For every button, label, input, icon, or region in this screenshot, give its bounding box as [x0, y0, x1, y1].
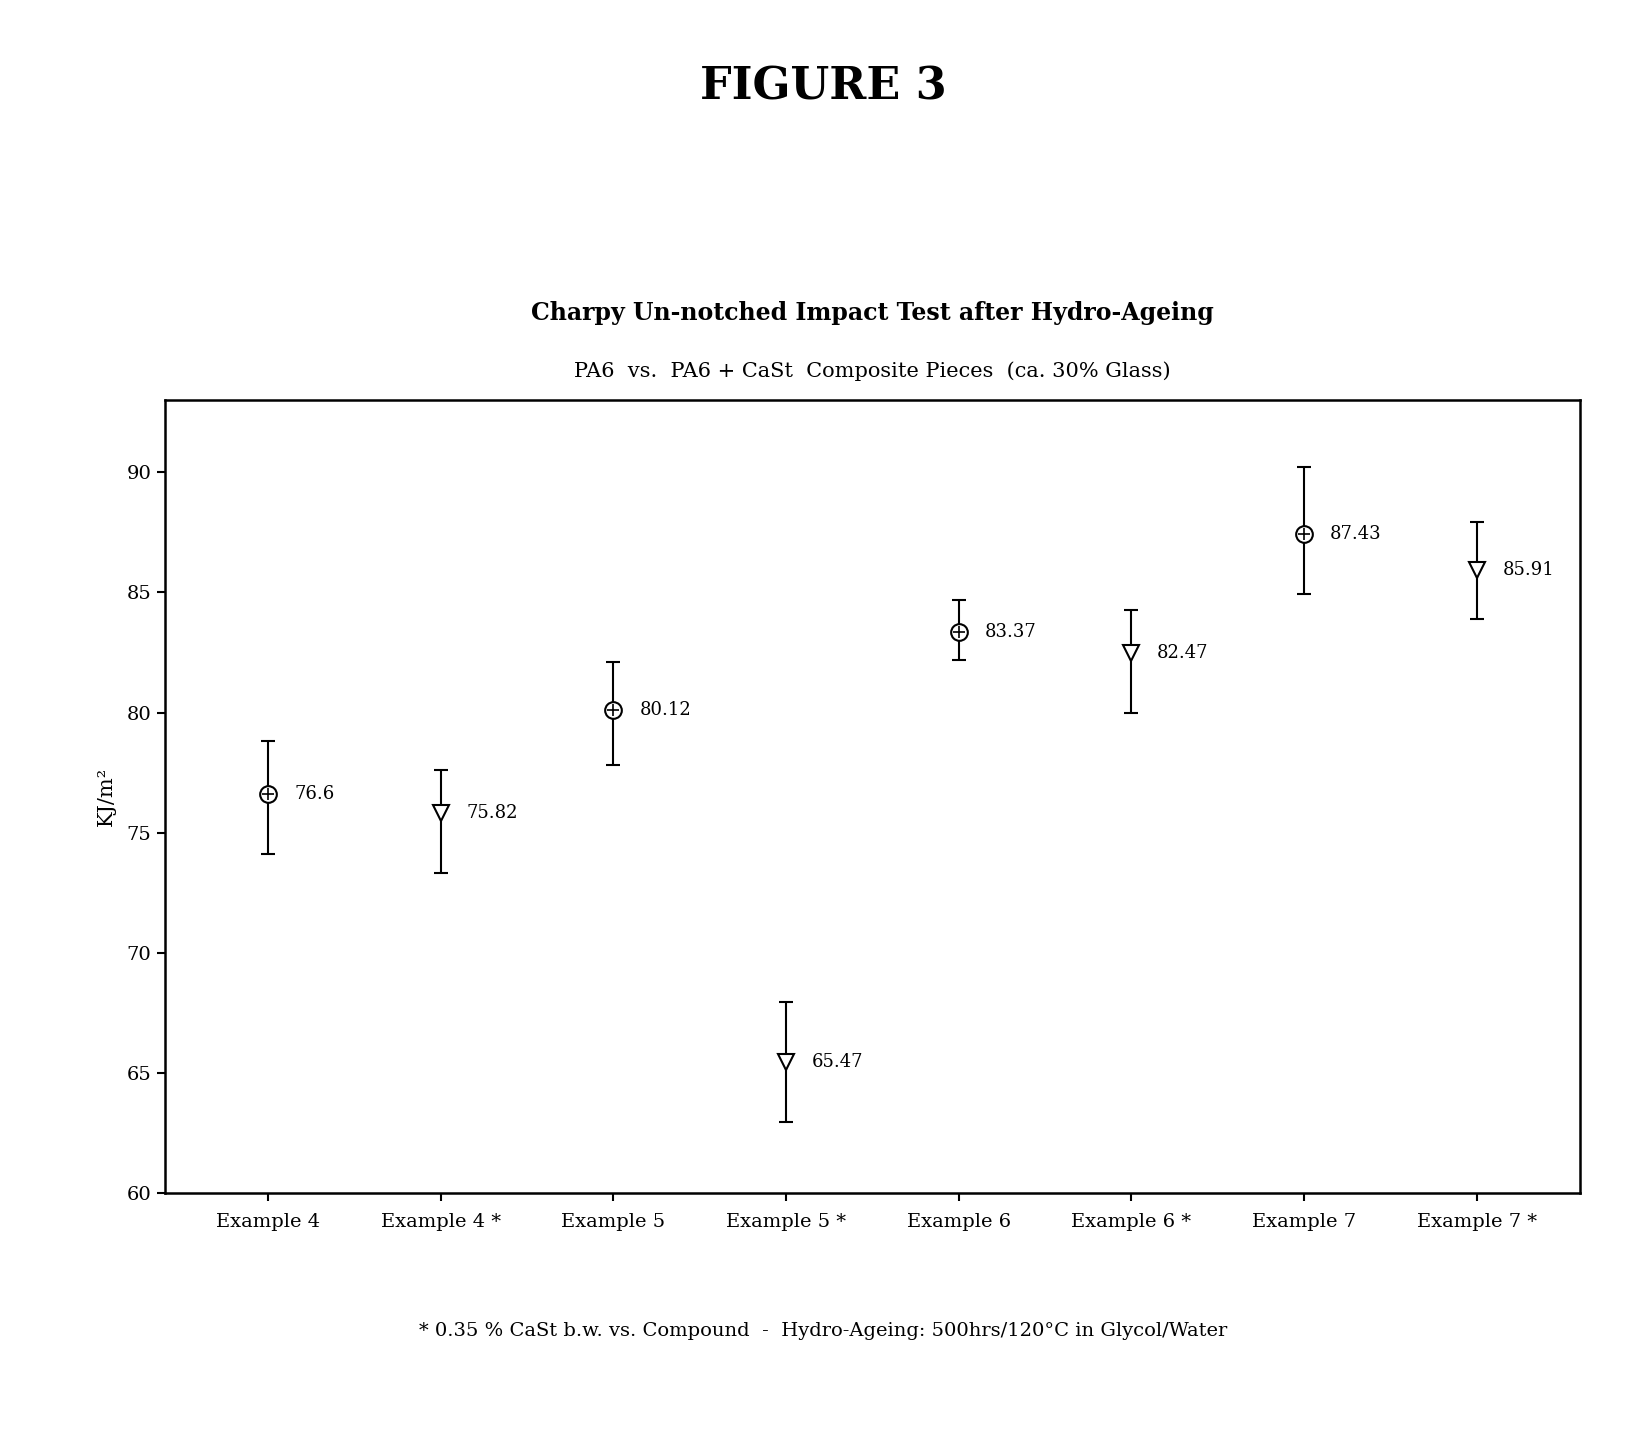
Text: 87.43: 87.43 [1330, 525, 1381, 543]
Y-axis label: KJ/m²: KJ/m² [97, 767, 115, 826]
Text: 76.6: 76.6 [295, 786, 334, 803]
Text: FIGURE 3: FIGURE 3 [700, 65, 946, 109]
Text: 75.82: 75.82 [467, 805, 518, 822]
Text: 83.37: 83.37 [984, 623, 1037, 640]
Text: 80.12: 80.12 [639, 701, 691, 719]
Text: 65.47: 65.47 [811, 1052, 864, 1071]
Text: * 0.35 % CaSt b.w. vs. Compound  -  Hydro-Ageing: 500hrs/120°C in Glycol/Water: * 0.35 % CaSt b.w. vs. Compound - Hydro-… [418, 1323, 1228, 1340]
Text: Charpy Un-notched Impact Test after Hydro-Ageing: Charpy Un-notched Impact Test after Hydr… [532, 301, 1213, 324]
Text: 82.47: 82.47 [1157, 645, 1208, 662]
Text: 85.91: 85.91 [1503, 562, 1554, 579]
Text: PA6  vs.  PA6 + CaSt  Composite Pieces  (ca. 30% Glass): PA6 vs. PA6 + CaSt Composite Pieces (ca.… [574, 361, 1170, 381]
